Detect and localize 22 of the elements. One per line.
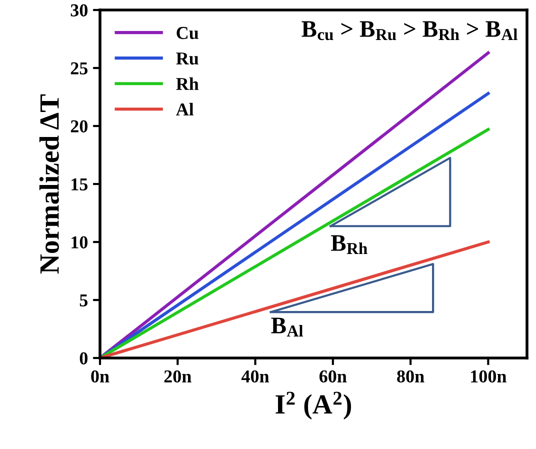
y-axis-title: Normalized ΔT: [39, 94, 59, 274]
y-tick-label: 0: [80, 352, 88, 364]
y-tick-label: 20: [70, 120, 88, 132]
y-tick-label: 15: [72, 178, 88, 190]
legend-label: Cu: [176, 26, 198, 40]
y-tick-label: 30: [70, 4, 88, 16]
x-tick-label: 60n: [319, 370, 347, 383]
x-tick-label: 0n: [91, 370, 110, 383]
legend-label: Al: [176, 102, 194, 116]
x-tick-label: 40n: [241, 370, 270, 383]
y-tick-label: 10: [72, 236, 88, 248]
annotation: B$_{cu}$ > B$_{Ru}$ > B$_{Rh}$ > B$_{Al}$: [302, 21, 518, 40]
y-tick-label: 25: [70, 62, 88, 74]
annotation: B$_{Rh}$: [330, 235, 368, 254]
x-tick-label: 80n: [397, 370, 424, 383]
annotation: B$_{Al}$: [271, 318, 303, 336]
x-axis-title: I$^{2}$ (A$^{2}$): [276, 392, 352, 420]
x-tick-label: 100n: [471, 370, 506, 383]
legend-label: Rh: [176, 77, 199, 90]
legend-label: Ru: [176, 52, 198, 65]
x-tick-label: 20n: [164, 370, 192, 383]
y-tick-label: 5: [80, 294, 88, 306]
